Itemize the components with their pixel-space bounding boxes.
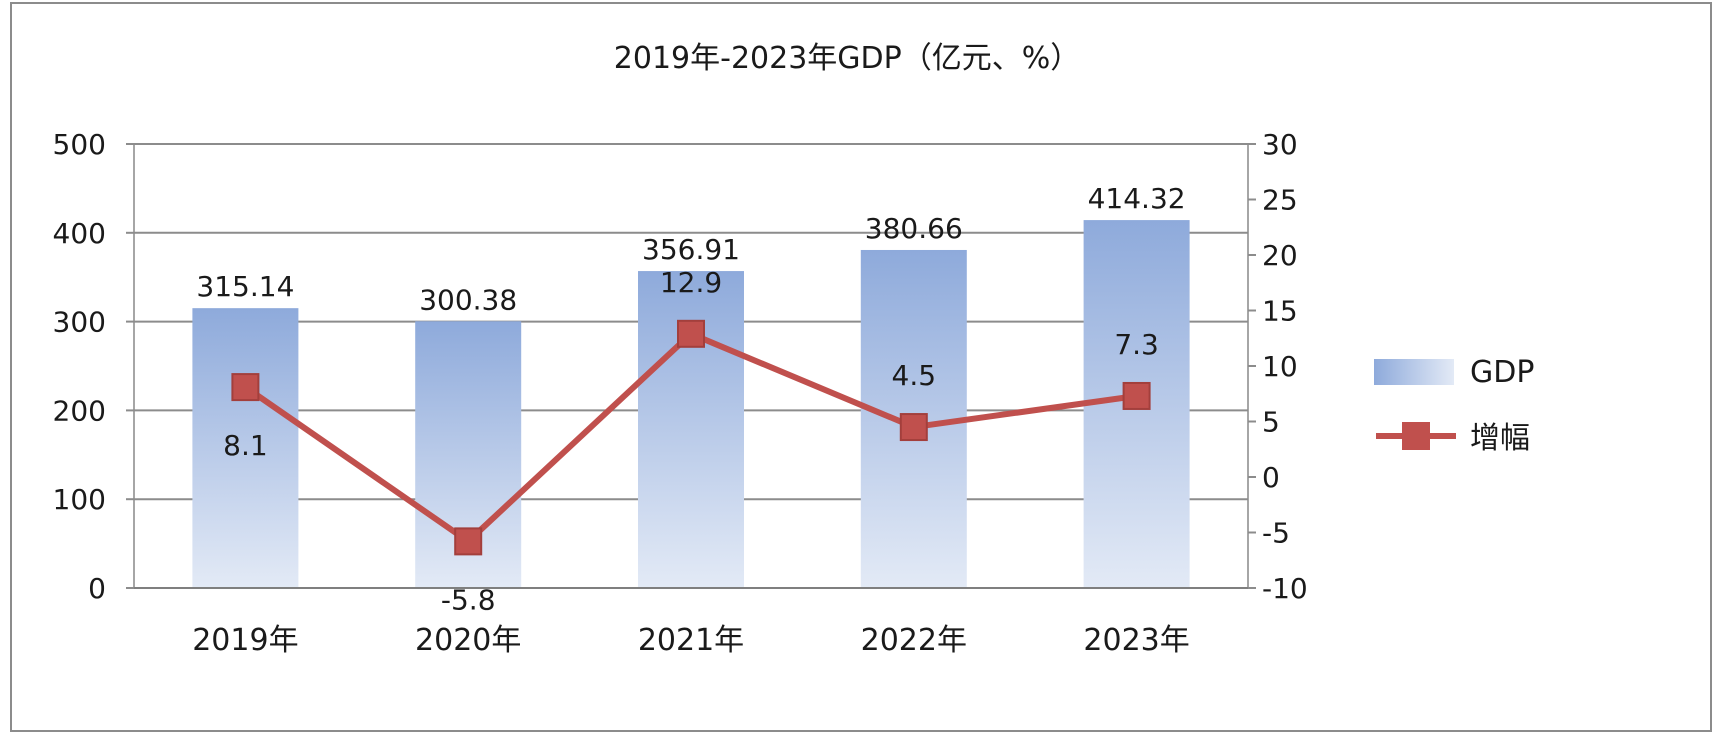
x-axis-tick-label: 2023年 (1083, 623, 1189, 658)
line-data-label: 12.9 (660, 266, 722, 299)
right-axis-tick-label: 10 (1262, 350, 1298, 383)
chart-frame: 2019年-2023年GDP（亿元、%） 0 100 200 300 400 500 -10… (10, 2, 1712, 732)
left-axis-tick-label: 0 (88, 572, 106, 605)
chart-svg: 2019年-2023年GDP（亿元、%） 0100200300400500-10… (53, 41, 1535, 658)
right-axis-tick-label: 5 (1262, 406, 1280, 439)
right-axis-tick-label: 25 (1262, 184, 1298, 217)
line-marker-2021 (677, 319, 705, 348)
bar-gdp-2019 (192, 308, 299, 588)
line-data-label: 4.5 (892, 359, 937, 392)
legend-label-growth: 增幅 (1470, 421, 1530, 456)
left-axis-tick-label: 300 (53, 306, 106, 339)
right-axis-tick-label: -5 (1262, 517, 1290, 550)
right-axis-tick-label: 0 (1262, 461, 1280, 494)
line-data-label: 7.3 (1114, 328, 1159, 361)
x-axis-tick-label: 2021年 (638, 623, 744, 658)
plot-area: 0 100 200 300 400 500 -10 -5 0 5 10 15 20 25 30 2019年 20… (53, 128, 1308, 658)
right-axis-tick-label: 15 (1262, 295, 1298, 328)
bar-data-label: 380.66 (865, 212, 963, 245)
right-axis-tick-label: 20 (1262, 239, 1298, 272)
bar-data-label: 356.91 (642, 233, 740, 266)
left-axis-tick-label: 200 (53, 394, 106, 427)
bar-data-label: 300.38 (419, 283, 517, 316)
line-marker-2020 (454, 527, 483, 556)
line-marker-2019 (231, 373, 260, 402)
legend-marker-growth (1402, 422, 1430, 450)
line-data-label: 8.1 (223, 429, 268, 462)
legend: GDP 增幅 (1374, 355, 1534, 456)
legend-label-gdp: GDP (1470, 355, 1534, 390)
left-axis-tick-label: 400 (53, 217, 106, 250)
chart-title: 2019年-2023年GDP（亿元、%） (614, 41, 1080, 76)
bar-gdp-2021 (638, 271, 744, 588)
left-axis-tick-label: 500 (53, 128, 106, 161)
line-marker-2022 (899, 413, 928, 442)
right-axis-tick-label: -10 (1262, 572, 1308, 605)
bar-data-label: 315.14 (196, 270, 294, 303)
left-axis-tick-label: 100 (53, 483, 106, 516)
x-axis-tick-label: 2020年 (415, 623, 521, 658)
legend-swatch-gdp (1374, 359, 1454, 385)
bar-data-label: 414.32 (1088, 182, 1186, 215)
line-data-label: -5.8 (441, 583, 496, 616)
line-marker-2023 (1122, 381, 1151, 410)
right-axis-tick-label: 30 (1262, 128, 1298, 161)
x-axis-tick-label: 2019年 (192, 623, 298, 658)
x-axis-tick-label: 2022年 (861, 623, 967, 658)
